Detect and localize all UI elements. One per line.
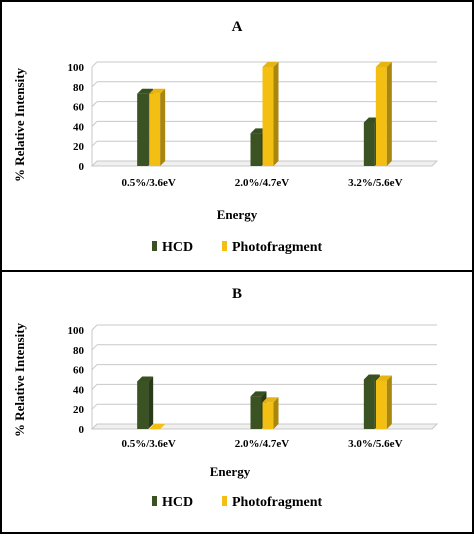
legend-swatch bbox=[222, 496, 227, 506]
legend: HCD Photofragment bbox=[152, 240, 323, 255]
chart-panel-a: A % Relative Intensity Energy 0 20 40 60 80 1… bbox=[12, 19, 439, 255]
x-category-label: 0.5%/3.6eV bbox=[121, 177, 175, 189]
y-tick-label: 100 bbox=[68, 325, 85, 337]
legend-swatch bbox=[222, 241, 227, 251]
bar-top bbox=[363, 374, 380, 380]
chart-title: A bbox=[232, 19, 243, 35]
bar-side bbox=[386, 375, 392, 429]
legend-label: Photofragment bbox=[232, 495, 323, 510]
bar-front bbox=[149, 93, 161, 166]
y-tick-label: 60 bbox=[73, 102, 85, 114]
chart-title: B bbox=[232, 286, 242, 302]
x-category-label: 2.0%/4.7eV bbox=[235, 438, 289, 450]
panel-divider bbox=[0, 270, 474, 272]
gridline-connector bbox=[91, 344, 98, 351]
y-tick-label: 20 bbox=[73, 141, 85, 153]
legend-label: HCD bbox=[162, 240, 193, 255]
bar-front bbox=[250, 396, 262, 429]
chart-a-svg: A % Relative Intensity Energy 0 20 40 60 80 1… bbox=[12, 19, 439, 255]
legend-swatch bbox=[152, 496, 157, 506]
x-axis-label: Energy bbox=[217, 207, 258, 222]
x-category-label: 2.0%/4.7eV bbox=[235, 177, 289, 189]
gridline-connector bbox=[91, 403, 98, 410]
bar-side bbox=[160, 88, 166, 166]
y-tick-label: 100 bbox=[68, 62, 85, 74]
gridline-connector bbox=[91, 364, 98, 370]
y-axis-label: % Relative Intensity bbox=[12, 322, 27, 437]
bar-top bbox=[250, 391, 267, 397]
bar-side bbox=[148, 376, 154, 429]
plot-area: 0 20 40 60 80 100 0.5%/3.6eV 2.0%/4.7eV 3.0%/5.6… bbox=[68, 324, 439, 450]
bar-front bbox=[137, 381, 149, 429]
y-tick-label: 40 bbox=[73, 121, 85, 133]
bar-side bbox=[273, 62, 279, 166]
gridline-connector bbox=[91, 121, 98, 127]
bar-front bbox=[375, 67, 387, 166]
bar-front bbox=[262, 402, 274, 429]
bar-photofragment bbox=[149, 424, 166, 429]
bar-top bbox=[149, 88, 166, 94]
bar-photofragment bbox=[262, 397, 279, 429]
gridline-connector bbox=[91, 101, 98, 107]
legend-label: Photofragment bbox=[232, 240, 323, 255]
legend-swatch bbox=[152, 241, 157, 251]
bar-hcd bbox=[137, 376, 154, 429]
y-tick-label: 0 bbox=[79, 161, 85, 173]
gridline-connector bbox=[91, 81, 98, 88]
bar-front bbox=[137, 93, 149, 166]
bar-top bbox=[375, 375, 392, 381]
y-tick-label: 20 bbox=[73, 404, 85, 416]
bar-photofragment bbox=[262, 62, 279, 166]
bar-top bbox=[137, 88, 154, 94]
legend-label: HCD bbox=[162, 495, 193, 510]
bar-side bbox=[273, 397, 279, 429]
chart-panel-b: B % Relative Intensity Energy 0 20 40 60 80 1… bbox=[0, 272, 474, 534]
bar-photofragment bbox=[375, 62, 392, 166]
bar-top bbox=[149, 424, 166, 429]
bar-top bbox=[375, 62, 392, 67]
bar-front bbox=[363, 122, 375, 166]
legend: HCD Photofragment bbox=[152, 495, 323, 510]
y-tick-label: 0 bbox=[79, 424, 85, 436]
bar-front bbox=[250, 133, 262, 166]
gridline-connector bbox=[91, 61, 98, 68]
x-category-label: 3.0%/5.6eV bbox=[348, 438, 402, 450]
bar-top bbox=[137, 376, 154, 382]
plot-area: 0 20 40 60 80 100 0.5%/3.6eV 2.0%/4.7eV 3.2%/5.6… bbox=[68, 61, 439, 189]
bar-top bbox=[262, 62, 279, 67]
x-axis-label: Energy bbox=[210, 464, 251, 479]
gridline-connector bbox=[91, 324, 98, 331]
bar-photofragment bbox=[149, 88, 166, 166]
gridline-connector bbox=[91, 384, 98, 390]
bar-front bbox=[262, 67, 274, 166]
y-tick-label: 40 bbox=[73, 384, 85, 396]
y-tick-label: 80 bbox=[73, 82, 85, 94]
bar-photofragment bbox=[375, 375, 392, 429]
bar-front bbox=[363, 379, 375, 429]
bar-top bbox=[262, 397, 279, 403]
chart-b-svg: B % Relative Intensity Energy 0 20 40 60 80 1… bbox=[12, 286, 439, 510]
y-tick-label: 60 bbox=[73, 365, 85, 377]
y-tick-label: 80 bbox=[73, 345, 85, 357]
bar-side bbox=[386, 62, 392, 166]
y-axis-label: % Relative Intensity bbox=[12, 67, 27, 182]
x-category-label: 3.2%/5.6eV bbox=[348, 177, 402, 189]
gridline-connector bbox=[91, 140, 98, 147]
x-category-label: 0.5%/3.6eV bbox=[121, 438, 175, 450]
bar-front bbox=[375, 380, 387, 429]
